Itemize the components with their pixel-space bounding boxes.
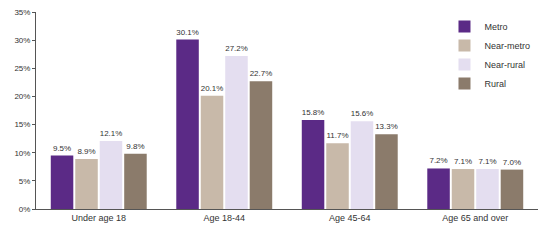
svg-text:5%: 5% [19,177,31,186]
svg-text:20.1%: 20.1% [201,84,223,93]
svg-text:15.6%: 15.6% [351,109,373,118]
svg-text:0%: 0% [19,205,31,214]
svg-text:9.5%: 9.5% [53,144,71,153]
svg-text:Age 18-44: Age 18-44 [203,213,245,223]
svg-text:Near-rural: Near-rural [484,60,525,70]
svg-text:10%: 10% [14,149,30,158]
svg-text:13.3%: 13.3% [375,122,398,131]
svg-text:12.1%: 12.1% [100,129,122,138]
svg-text:7.1%: 7.1% [478,157,496,166]
svg-text:Under age 18: Under age 18 [71,213,126,223]
svg-text:30.1%: 30.1% [176,28,199,37]
svg-text:22.7%: 22.7% [250,69,273,78]
svg-text:Near-metro: Near-metro [484,41,530,51]
svg-text:25%: 25% [14,64,30,73]
svg-text:Age 65 and over: Age 65 and over [442,213,508,223]
svg-text:20%: 20% [14,92,30,101]
svg-text:30%: 30% [14,36,30,45]
svg-text:11.7%: 11.7% [326,131,348,140]
svg-text:15.8%: 15.8% [302,108,325,117]
svg-text:7.0%: 7.0% [503,158,521,167]
svg-text:7.1%: 7.1% [454,157,472,166]
svg-text:Metro: Metro [484,22,507,32]
svg-text:8.9%: 8.9% [77,147,95,156]
svg-text:27.2%: 27.2% [225,44,247,53]
svg-text:9.8%: 9.8% [126,142,144,151]
svg-text:Age 45-64: Age 45-64 [329,213,371,223]
svg-text:Rural: Rural [484,79,506,89]
svg-text:15%: 15% [14,120,30,129]
svg-text:35%: 35% [14,8,30,17]
svg-text:7.2%: 7.2% [429,156,447,165]
